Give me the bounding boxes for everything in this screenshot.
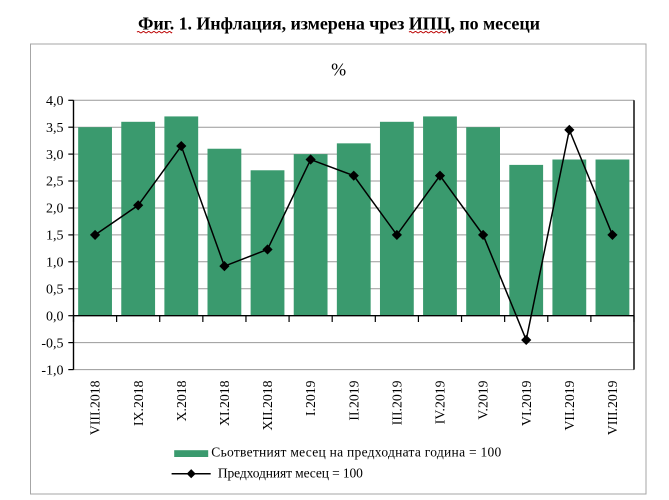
- svg-text:Предходният месец = 100: Предходният месец = 100: [218, 466, 363, 481]
- svg-text:Сьответният месец на предходна: Сьответният месец на предходната година …: [211, 445, 501, 460]
- svg-text:VI.2019: VI.2019: [519, 380, 534, 426]
- svg-text:Фиг. 1. Инфлация, измерена чре: Фиг. 1. Инфлация, измерена чрез ИПЦ, по …: [138, 13, 540, 33]
- svg-text:IX.2018: IX.2018: [131, 380, 146, 426]
- svg-text:VIII.2019: VIII.2019: [605, 380, 620, 435]
- svg-text:4,0: 4,0: [46, 94, 64, 109]
- svg-text:3,5: 3,5: [46, 121, 64, 136]
- svg-text:2,0: 2,0: [46, 202, 64, 217]
- svg-text:V.2019: V.2019: [476, 380, 491, 419]
- svg-text:X.2018: X.2018: [174, 380, 189, 421]
- svg-text:VII.2019: VII.2019: [562, 380, 577, 430]
- svg-text:II.2019: II.2019: [346, 380, 361, 420]
- svg-text:I.2019: I.2019: [303, 380, 318, 416]
- svg-text:0,5: 0,5: [46, 283, 64, 298]
- svg-text:IV.2019: IV.2019: [433, 380, 448, 424]
- svg-text:1,5: 1,5: [46, 229, 64, 244]
- svg-text:VIII.2018: VIII.2018: [88, 380, 103, 435]
- svg-text:%: %: [331, 59, 346, 79]
- svg-text:2,5: 2,5: [46, 175, 64, 190]
- svg-text:-0,5: -0,5: [41, 336, 63, 351]
- svg-text:III.2019: III.2019: [389, 380, 404, 425]
- svg-text:XI.2018: XI.2018: [217, 380, 232, 426]
- svg-text:3,0: 3,0: [46, 148, 64, 163]
- svg-text:XII.2018: XII.2018: [260, 380, 275, 430]
- svg-text:1,0: 1,0: [46, 256, 64, 271]
- svg-text:-1,0: -1,0: [41, 363, 63, 378]
- svg-text:0,0: 0,0: [46, 309, 64, 324]
